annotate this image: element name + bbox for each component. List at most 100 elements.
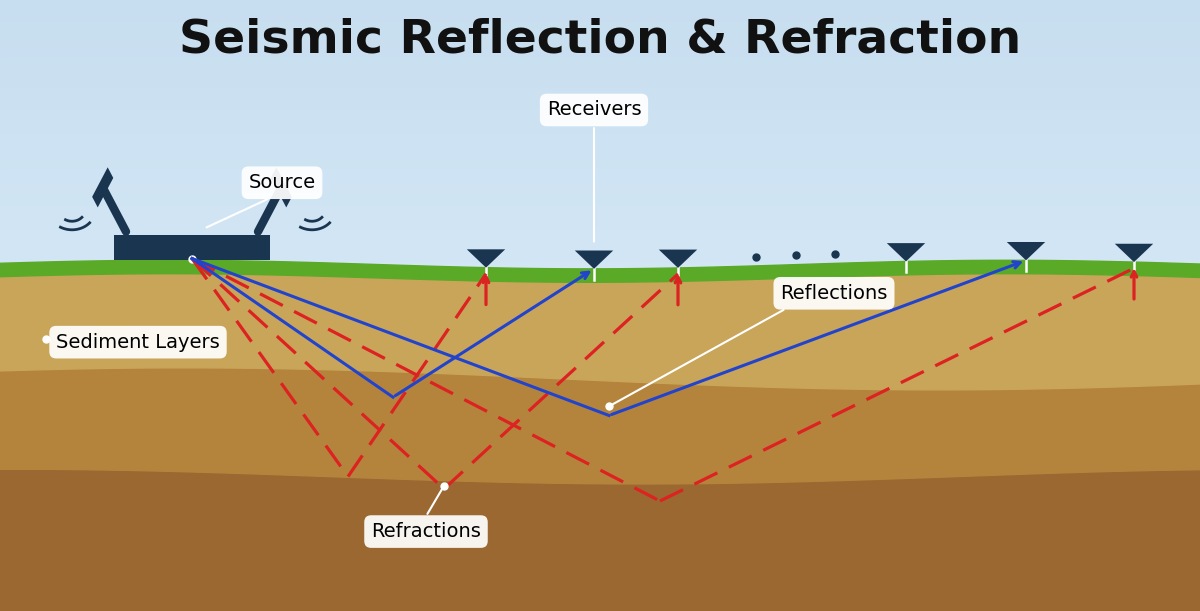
Bar: [0, 415, 1200, 417]
Bar: [0, 515, 1200, 518]
Bar: [0, 446, 1200, 448]
Bar: [0, 203, 1200, 206]
Bar: [0, 442, 1200, 444]
Bar: [0, 206, 1200, 208]
Bar: [0, 385, 1200, 387]
Bar: [0, 497, 1200, 499]
Bar: [0, 108, 1200, 110]
Bar: [0, 86, 1200, 87]
Bar: [0, 395, 1200, 397]
Bar: [0, 43, 1200, 45]
Bar: [0, 430, 1200, 432]
Bar: [0, 414, 1200, 415]
Bar: [0, 188, 1200, 189]
Bar: [0, 271, 1200, 273]
Bar: [0, 540, 1200, 542]
Bar: [0, 469, 1200, 470]
Bar: [0, 293, 1200, 295]
Bar: [0, 585, 1200, 587]
Bar: [0, 518, 1200, 519]
Bar: [0, 165, 1200, 167]
Bar: [0, 255, 1200, 257]
Bar: [0, 587, 1200, 588]
Bar: [0, 356, 1200, 359]
Bar: [0, 306, 1200, 307]
Bar: [0, 267, 1200, 269]
Bar: [0, 538, 1200, 540]
Polygon shape: [1007, 242, 1045, 260]
Bar: [0, 161, 1200, 163]
Bar: [0, 408, 1200, 409]
Bar: [0, 228, 1200, 230]
Bar: [0, 69, 1200, 71]
Bar: [0, 130, 1200, 133]
Bar: [0, 301, 1200, 304]
Bar: [0, 232, 1200, 234]
Bar: [0, 566, 1200, 568]
Bar: [0, 118, 1200, 120]
Bar: [0, 573, 1200, 574]
Bar: [0, 18, 1200, 20]
Bar: [0, 81, 1200, 84]
Bar: [0, 51, 1200, 53]
Bar: [0, 460, 1200, 463]
Bar: [0, 544, 1200, 546]
Bar: [0, 521, 1200, 524]
Bar: [0, 4, 1200, 6]
Bar: [0, 536, 1200, 538]
Bar: [0, 574, 1200, 576]
Bar: [0, 580, 1200, 582]
Text: Seismic Reflection & Refraction: Seismic Reflection & Refraction: [179, 17, 1021, 62]
Bar: [0, 411, 1200, 414]
Bar: [0, 102, 1200, 104]
Polygon shape: [467, 249, 505, 268]
Bar: [0, 463, 1200, 464]
Bar: [0, 153, 1200, 155]
Bar: [0, 240, 1200, 243]
Bar: [0, 47, 1200, 49]
Bar: [0, 159, 1200, 161]
Bar: [0, 318, 1200, 320]
Bar: [0, 212, 1200, 214]
Bar: [0, 434, 1200, 436]
Bar: [0, 350, 1200, 353]
Bar: [0, 67, 1200, 69]
Bar: [0, 155, 1200, 157]
Bar: [0, 334, 1200, 336]
Bar: [0, 277, 1200, 279]
Bar: [0, 177, 1200, 179]
Bar: [0, 360, 1200, 362]
Bar: [0, 328, 1200, 330]
Bar: [0, 257, 1200, 258]
Bar: [0, 568, 1200, 570]
Bar: [0, 181, 1200, 183]
Bar: [0, 579, 1200, 580]
Bar: [0, 475, 1200, 477]
Bar: [0, 450, 1200, 452]
Bar: [0, 375, 1200, 377]
Bar: [0, 391, 1200, 393]
Bar: [0, 157, 1200, 159]
Bar: [0, 562, 1200, 564]
Bar: [0, 379, 1200, 381]
Bar: [0, 599, 1200, 601]
Bar: [0, 38, 1200, 41]
Bar: [0, 216, 1200, 218]
Bar: [0, 244, 1200, 246]
Bar: [0, 139, 1200, 141]
Bar: [0, 493, 1200, 495]
Bar: [0, 283, 1200, 285]
Bar: [0, 320, 1200, 322]
Bar: [0, 519, 1200, 521]
Bar: [0, 588, 1200, 591]
Bar: [0, 582, 1200, 585]
Bar: [0, 422, 1200, 423]
Bar: [0, 90, 1200, 92]
Bar: [0, 533, 1200, 536]
Bar: [0, 2, 1200, 4]
Bar: [0, 55, 1200, 57]
Bar: [0, 273, 1200, 275]
Bar: [0, 509, 1200, 511]
Bar: [0, 133, 1200, 134]
Bar: [0, 279, 1200, 281]
